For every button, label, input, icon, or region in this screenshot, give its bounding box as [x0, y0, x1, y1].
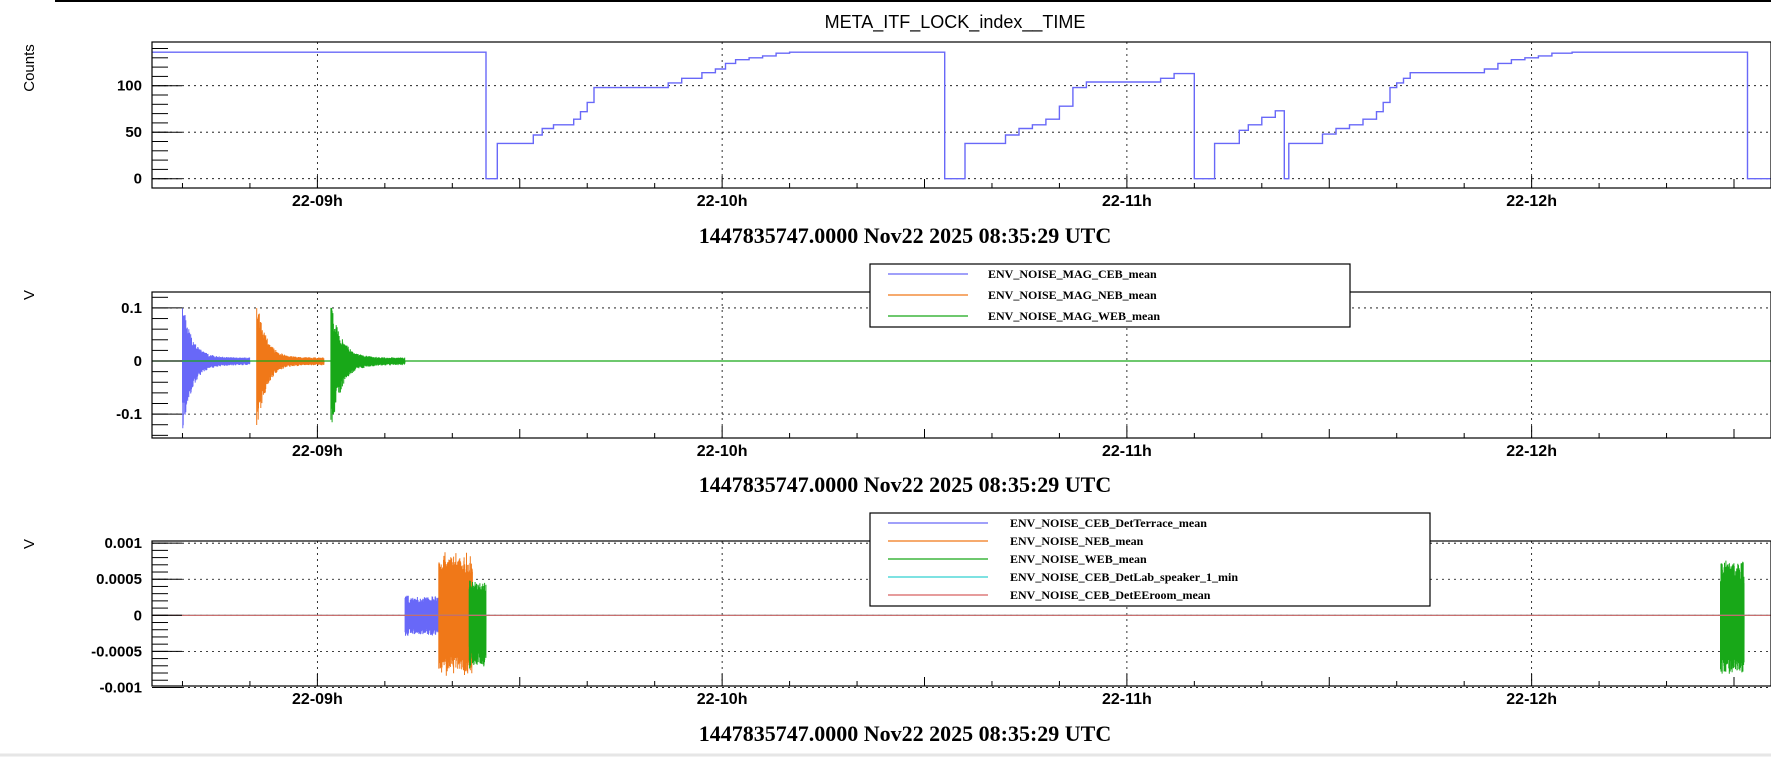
- x-tick-label: 22-09h: [292, 691, 343, 708]
- panel-lock-index: META_ITF_LOCK_index__TIME Counts 1447835…: [21, 12, 1771, 248]
- panel-title: META_ITF_LOCK_index__TIME: [825, 12, 1086, 33]
- y-axis-label: Counts: [21, 44, 38, 92]
- y-tick-label: 100: [117, 78, 142, 95]
- series-noise-burst: [182, 308, 251, 429]
- y-tick-label: -0.001: [99, 679, 142, 696]
- legend-label: ENV_NOISE_CEB_DetEEroom_mean: [1010, 588, 1211, 602]
- legend-label: ENV_NOISE_CEB_DetTerrace_mean: [1010, 516, 1207, 530]
- legend: ENV_NOISE_CEB_DetTerrace_mean ENV_NOISE_N…: [869, 512, 1431, 607]
- x-tick-label: 22-11h: [1102, 443, 1152, 460]
- panel-mag-noise: V 1447835747.0000 Nov22 2025 08:35:29 UT…: [21, 263, 1771, 497]
- legend-label: ENV_NOISE_WEB_mean: [1010, 552, 1147, 566]
- legend-label: ENV_NOISE_MAG_CEB_mean: [988, 267, 1157, 281]
- x-tick-label: 22-12h: [1506, 193, 1557, 210]
- y-tick-label: 0.001: [104, 535, 142, 552]
- legend-label: ENV_NOISE_CEB_DetLab_speaker_1_min: [1010, 570, 1238, 584]
- series-noise-burst: [330, 307, 406, 423]
- x-tick-label: 22-12h: [1506, 691, 1557, 708]
- y-tick-label: 0: [134, 353, 142, 370]
- x-tick-label: 22-11h: [1102, 193, 1152, 210]
- plot-frame: [151, 41, 1771, 189]
- legend-label: ENV_NOISE_MAG_WEB_mean: [988, 309, 1160, 323]
- y-tick-label: -0.0005: [91, 643, 142, 660]
- legend-label: ENV_NOISE_NEB_mean: [1010, 534, 1144, 548]
- x-axis-label: 1447835747.0000 Nov22 2025 08:35:29 UTC: [699, 223, 1112, 248]
- legend-label: ENV_NOISE_MAG_NEB_mean: [988, 288, 1157, 302]
- x-axis-label: 1447835747.0000 Nov22 2025 08:35:29 UTC: [699, 721, 1112, 746]
- x-tick-label: 22-11h: [1102, 691, 1152, 708]
- y-tick-label: 0.1: [121, 300, 142, 317]
- legend: ENV_NOISE_MAG_CEB_mean ENV_NOISE_MAG_NEB_…: [869, 263, 1351, 328]
- y-tick-label: 0.0005: [96, 571, 142, 588]
- x-tick-label: 22-10h: [697, 443, 748, 460]
- series-line: [152, 51, 1771, 180]
- y-tick-label: 50: [125, 124, 142, 141]
- y-axis-label: V: [21, 290, 38, 300]
- x-axis-label: 1447835747.0000 Nov22 2025 08:35:29 UTC: [699, 472, 1112, 497]
- x-tick-label: 22-09h: [292, 193, 343, 210]
- y-tick-label: -0.1: [116, 406, 142, 423]
- x-tick-label: 22-09h: [292, 443, 343, 460]
- series-noise-burst: [1720, 560, 1745, 674]
- y-tick-label: 0: [134, 607, 142, 624]
- series-noise-burst: [404, 595, 440, 636]
- y-axis-label: V: [21, 539, 38, 549]
- series-noise-burst: [468, 580, 487, 669]
- series-noise-burst: [438, 552, 473, 676]
- x-tick-label: 22-10h: [697, 691, 748, 708]
- x-tick-label: 22-10h: [697, 193, 748, 210]
- x-tick-label: 22-12h: [1506, 443, 1557, 460]
- series-noise-burst: [256, 308, 325, 426]
- y-tick-label: 0: [134, 171, 142, 188]
- panel-env-noise: V 1447835747.0000 Nov22 2025 08:35:29 UT…: [21, 512, 1771, 746]
